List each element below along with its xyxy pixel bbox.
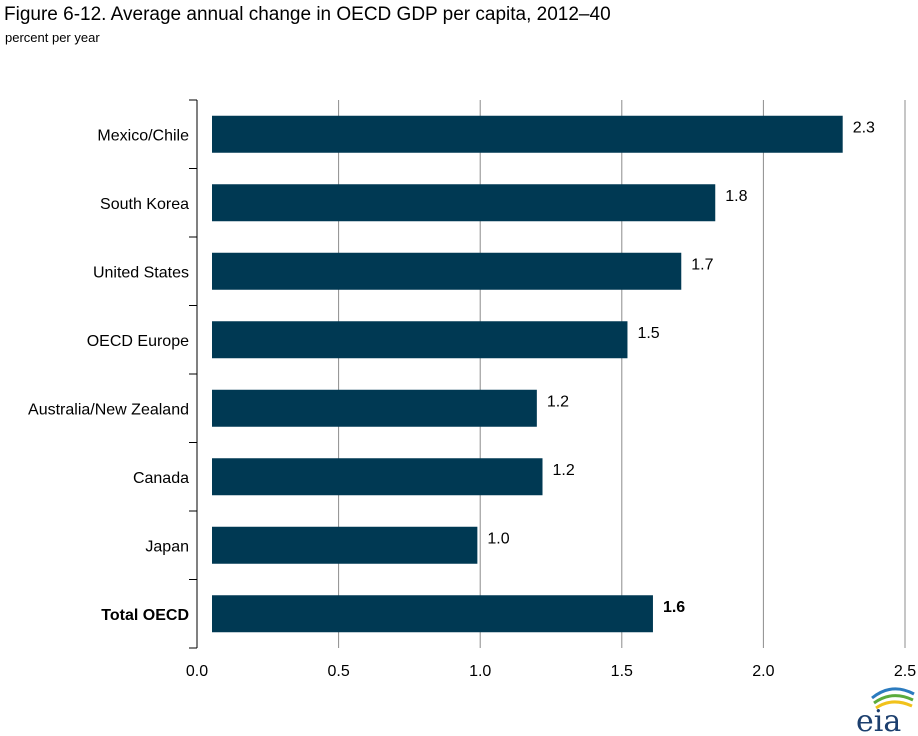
bar <box>212 184 716 222</box>
x-tick-label: 2.0 <box>752 663 774 680</box>
bar <box>212 252 682 290</box>
bar <box>212 458 543 496</box>
x-tick-label: 2.5 <box>894 663 916 680</box>
bar <box>212 389 537 427</box>
category-label: United States <box>93 264 189 281</box>
category-label: Canada <box>133 470 189 487</box>
x-tick-label: 0.0 <box>186 663 208 680</box>
category-label: Japan <box>145 538 189 555</box>
x-tick-label: 1.0 <box>469 663 491 680</box>
bar <box>212 526 478 564</box>
bars <box>212 115 843 633</box>
chart-subtitle: percent per year <box>5 30 100 45</box>
category-label: South Korea <box>100 196 189 213</box>
value-label: 1.6 <box>663 599 685 616</box>
logo-arc-yellow <box>875 700 913 710</box>
logo-text: eia <box>856 704 901 734</box>
logo-arc-blue <box>871 687 915 700</box>
value-label: 1.5 <box>637 325 659 342</box>
x-tick-label: 1.5 <box>611 663 633 680</box>
category-label: Australia/New Zealand <box>28 401 189 418</box>
value-label: 1.8 <box>725 188 747 205</box>
logo-arc-green <box>873 694 914 705</box>
chart-title: Figure 6-12. Average annual change in OE… <box>4 4 611 25</box>
category-label: Mexico/Chile <box>97 127 189 144</box>
bar <box>212 595 653 633</box>
value-label: 1.2 <box>553 462 575 479</box>
bar <box>212 115 843 153</box>
value-label: 1.7 <box>691 256 713 273</box>
category-label: Total OECD <box>101 607 189 624</box>
bar <box>212 321 628 359</box>
category-label: OECD Europe <box>87 333 189 350</box>
labels: 0.0 0.5 1.0 1.5 2.0 2.5 Mexico/Chile 2.3 South K… <box>28 119 916 680</box>
value-label: 1.2 <box>547 393 569 410</box>
value-label: 1.0 <box>487 530 509 547</box>
axes <box>189 99 198 649</box>
eia-logo: eia <box>856 687 915 734</box>
value-label: 2.3 <box>853 119 875 136</box>
x-tick-label: 0.5 <box>327 663 349 680</box>
gridlines <box>338 100 906 648</box>
